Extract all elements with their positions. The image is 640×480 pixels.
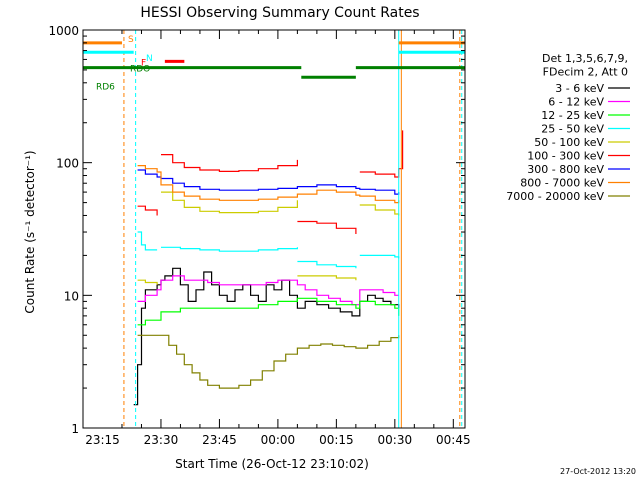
x-tick-label-5: 00:30 bbox=[378, 433, 413, 447]
y-tick-label-0: 1 bbox=[71, 422, 79, 436]
legend-label-1: 6 - 12 keV bbox=[548, 96, 604, 109]
chart-title: HESSI Observing Summary Count Rates bbox=[140, 5, 419, 21]
legend-label-6: 300 - 800 keV bbox=[527, 163, 604, 176]
legend-label-0: 3 - 6 keV bbox=[555, 82, 604, 95]
timestamp: 27-Oct-2012 13:20 bbox=[560, 467, 636, 476]
x-tick-label-6: 00:45 bbox=[436, 433, 471, 447]
legend-label-2: 12 - 25 keV bbox=[541, 109, 604, 122]
series-4-segment-0 bbox=[137, 279, 158, 285]
series-2-segment-0 bbox=[137, 297, 400, 326]
legend-label-3: 25 - 50 keV bbox=[541, 123, 604, 136]
series-5-segment-1 bbox=[161, 154, 298, 172]
series-4 bbox=[137, 191, 400, 285]
series-3-segment-3 bbox=[359, 254, 400, 259]
y-axis-label: Count Rate (s⁻¹ detector⁻¹) bbox=[23, 150, 37, 313]
series-5 bbox=[137, 130, 404, 234]
legend-label-4: 50 - 100 keV bbox=[534, 136, 604, 149]
x-axis-label: Start Time (26-Oct-12 23:10:02) bbox=[175, 457, 369, 471]
x-tick-labels: 23:15 23:30 23:45 00:00 00:15 00:30 00:45 bbox=[85, 30, 471, 447]
y-tick-label-1: 10 bbox=[64, 289, 79, 303]
series-0-segment-0 bbox=[133, 267, 400, 406]
series-3-segment-0 bbox=[137, 231, 158, 251]
flag-label-f: F bbox=[141, 58, 146, 68]
x-tick-label-2: 23:45 bbox=[202, 433, 237, 447]
y-tick-labels: 1 10 100 1000 bbox=[48, 24, 465, 436]
series-7-segment-0 bbox=[137, 165, 400, 204]
series-3-segment-1 bbox=[161, 246, 298, 252]
series-0 bbox=[133, 267, 400, 406]
flag-label-rdo: RDO bbox=[130, 65, 150, 75]
series-1 bbox=[137, 275, 399, 306]
series-3-segment-2 bbox=[297, 260, 357, 269]
series-2 bbox=[137, 297, 400, 326]
series-8-segment-0 bbox=[137, 334, 400, 389]
x-tick-label-0: 23:15 bbox=[85, 433, 120, 447]
x-tick-label-3: 00:00 bbox=[261, 433, 296, 447]
series-4-segment-2 bbox=[297, 275, 357, 281]
series-5-segment-0 bbox=[137, 205, 158, 216]
legend-header-1: FDecim 2, Att 0 bbox=[543, 66, 628, 79]
series-6 bbox=[137, 169, 400, 195]
y-tick-label-3: 1000 bbox=[48, 24, 79, 38]
legend-header-0: Det 1,3,5,6,7,9, bbox=[542, 52, 628, 65]
flag-label-n: N bbox=[146, 54, 153, 64]
x-tick-label-1: 23:30 bbox=[144, 433, 179, 447]
flag-label-s: S bbox=[128, 35, 134, 45]
legend-label-8: 7000 - 20000 keV bbox=[506, 190, 604, 203]
series-4-segment-1 bbox=[161, 191, 298, 214]
legend: Det 1,3,5,6,7,9,FDecim 2, Att 0 3 - 6 keV… bbox=[506, 52, 630, 203]
legend-label-7: 800 - 7000 keV bbox=[520, 177, 604, 190]
series-4-segment-3 bbox=[359, 204, 400, 216]
series-3 bbox=[137, 231, 400, 269]
flag-label-rd6: RD6 bbox=[96, 82, 115, 92]
series-5-segment-3 bbox=[359, 130, 404, 178]
series-5-segment-2 bbox=[297, 220, 357, 234]
series-6-segment-0 bbox=[137, 169, 400, 195]
plot-frame bbox=[82, 29, 466, 429]
x-tick-label-4: 00:15 bbox=[319, 433, 354, 447]
series-8 bbox=[137, 334, 400, 389]
legend-label-5: 100 - 300 keV bbox=[527, 150, 604, 163]
y-tick-label-2: 100 bbox=[56, 157, 79, 171]
series-1-segment-0 bbox=[137, 275, 399, 306]
series-7 bbox=[137, 165, 400, 204]
